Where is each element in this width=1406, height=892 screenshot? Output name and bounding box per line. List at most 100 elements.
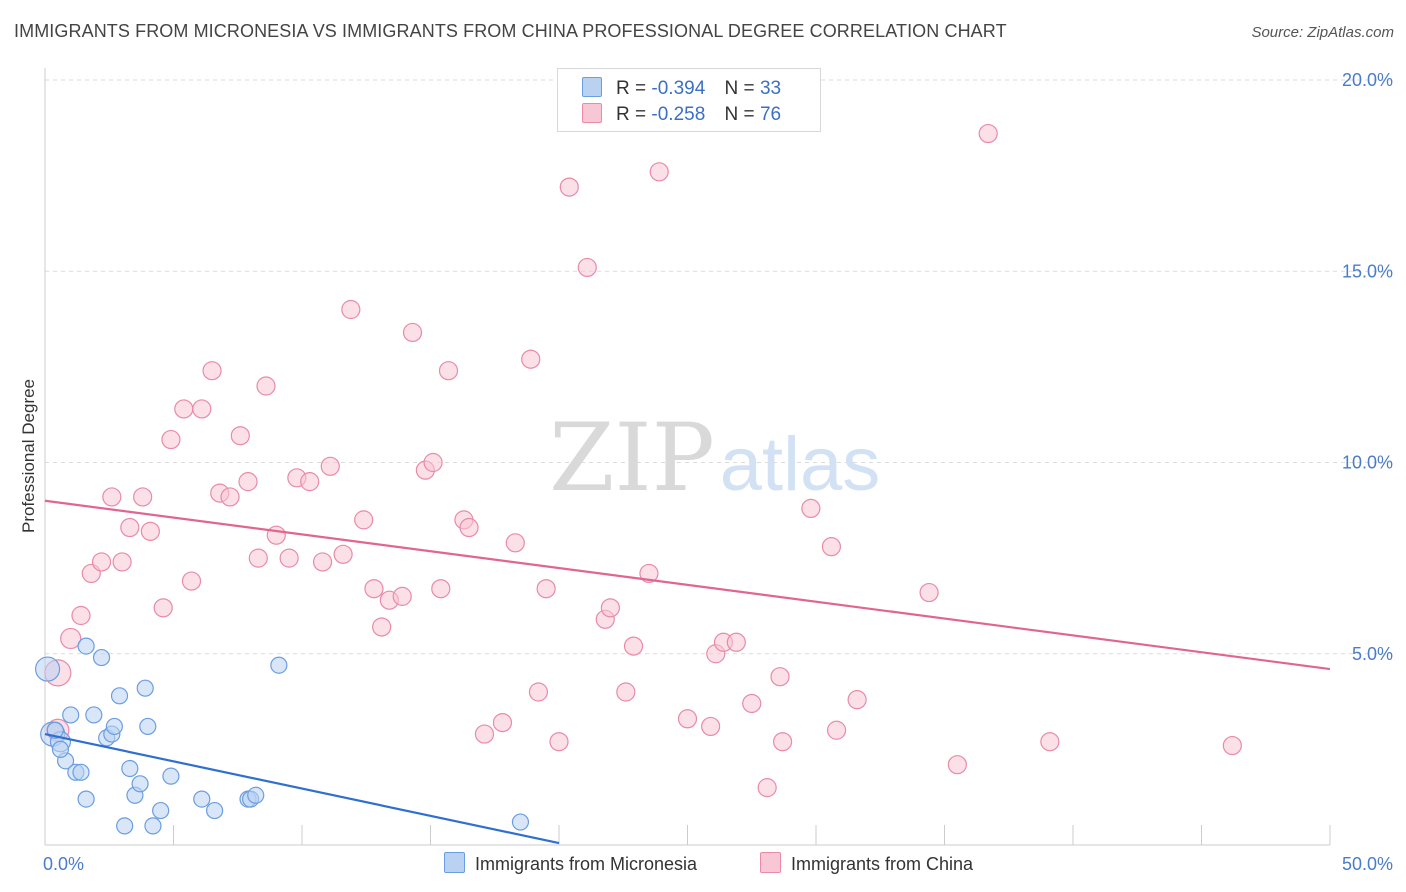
- micronesia-point: [247, 786, 265, 804]
- china-point: [174, 399, 194, 419]
- china-point: [577, 257, 597, 278]
- china-point: [801, 498, 821, 518]
- micronesia-point: [51, 740, 70, 758]
- legend-row-china: R = -0.258 N = 76: [582, 103, 781, 127]
- china-point: [341, 299, 361, 320]
- micronesia-point: [136, 679, 154, 697]
- china-point: [133, 487, 153, 507]
- micronesia-point: [77, 790, 95, 808]
- series-legend-micronesia: Immigrants from Micronesia: [444, 852, 697, 875]
- china-point: [677, 709, 698, 729]
- china-point: [600, 598, 621, 618]
- china-point: [71, 605, 91, 626]
- china-point: [919, 582, 939, 603]
- watermark-zip: ZIP: [549, 404, 715, 513]
- china-point: [140, 521, 160, 541]
- china-point: [181, 571, 202, 591]
- watermark-atlas: atlas: [720, 422, 881, 507]
- china-point: [112, 552, 132, 572]
- micronesia-point: [162, 767, 180, 785]
- series-name-micronesia: Immigrants from Micronesia: [475, 854, 698, 874]
- y-tick-label: 5.0%: [1352, 644, 1393, 664]
- china-point: [312, 552, 333, 572]
- china-point: [153, 598, 173, 618]
- micronesia-point: [34, 656, 61, 682]
- china-point: [770, 667, 790, 687]
- r-value-micronesia: -0.394: [651, 78, 706, 99]
- x-tick-label-min: 0.0%: [43, 854, 84, 874]
- china-point: [266, 525, 286, 545]
- china-point: [505, 533, 525, 553]
- china-point: [372, 617, 392, 637]
- china-point: [726, 632, 746, 652]
- china-point: [402, 322, 423, 343]
- y-tick-label: 10.0%: [1342, 453, 1393, 473]
- micronesia-point: [92, 648, 111, 667]
- y-tick-label: 15.0%: [1342, 261, 1393, 281]
- china-point: [847, 690, 867, 710]
- micronesia-swatch-icon: [582, 77, 602, 97]
- china-point: [742, 693, 762, 714]
- legend-row-micronesia: R = -0.394 N = 33: [582, 77, 781, 101]
- series-legend-china: Immigrants from China: [760, 852, 973, 875]
- china-point: [256, 376, 276, 396]
- china-point: [701, 716, 721, 737]
- y-tick-label: 20.0%: [1342, 70, 1393, 90]
- n-value-micronesia: 33: [759, 78, 782, 99]
- china-point: [978, 123, 998, 144]
- chart-title: IMMIGRANTS FROM MICRONESIA VS IMMIGRANTS…: [14, 21, 1007, 41]
- china-point: [649, 162, 669, 182]
- watermark: ZIP atlas: [549, 404, 880, 513]
- china-point: [431, 579, 451, 599]
- china-point: [549, 732, 569, 752]
- china-point: [220, 487, 240, 507]
- china-point: [528, 682, 549, 702]
- china-point: [459, 517, 479, 538]
- china-point: [354, 510, 374, 530]
- micronesia-point: [121, 759, 139, 778]
- china-point: [192, 399, 212, 419]
- series-name-china: Immigrants from China: [791, 854, 974, 874]
- micronesia-point: [144, 817, 162, 835]
- china-point: [230, 426, 250, 446]
- china-point: [202, 361, 222, 381]
- micronesia-points: [34, 637, 530, 835]
- china-point: [320, 456, 340, 476]
- micronesia-point: [72, 763, 90, 781]
- micronesia-point: [193, 790, 211, 808]
- china-point: [102, 487, 122, 507]
- china-point: [279, 548, 299, 568]
- r-label: R =: [616, 104, 647, 125]
- china-point: [161, 429, 181, 450]
- source-credit: Source: ZipAtlas.com: [1251, 24, 1394, 41]
- china-point: [821, 537, 842, 557]
- china-point: [1040, 732, 1060, 752]
- china-point: [91, 552, 112, 572]
- micronesia-point: [139, 717, 157, 736]
- china-point: [364, 579, 384, 599]
- china-point: [120, 517, 140, 538]
- china-point: [559, 177, 579, 197]
- axes: [44, 68, 1331, 846]
- china-point: [438, 361, 459, 381]
- y-axis-label: Professional Degree: [19, 379, 38, 533]
- china-point: [616, 682, 636, 702]
- china-point: [60, 627, 82, 650]
- micronesia-trend-line: [44, 732, 560, 845]
- china-point: [772, 732, 793, 752]
- china-point: [333, 544, 353, 564]
- china-point: [826, 720, 847, 740]
- micronesia-legend-icon: [444, 852, 465, 873]
- micronesia-point: [110, 687, 129, 705]
- china-point: [300, 472, 320, 492]
- micronesia-point: [152, 801, 170, 820]
- grid-lines: [45, 79, 1392, 655]
- china-trend-line: [44, 499, 1331, 671]
- correlation-legend: R = -0.394 N = 33 R = -0.258 N = 76: [557, 68, 821, 132]
- china-point: [536, 579, 556, 599]
- china-point: [492, 712, 513, 733]
- china-point: [1222, 735, 1242, 756]
- x-tick-label-max: 50.0%: [1342, 854, 1393, 874]
- r-label: R =: [616, 78, 647, 99]
